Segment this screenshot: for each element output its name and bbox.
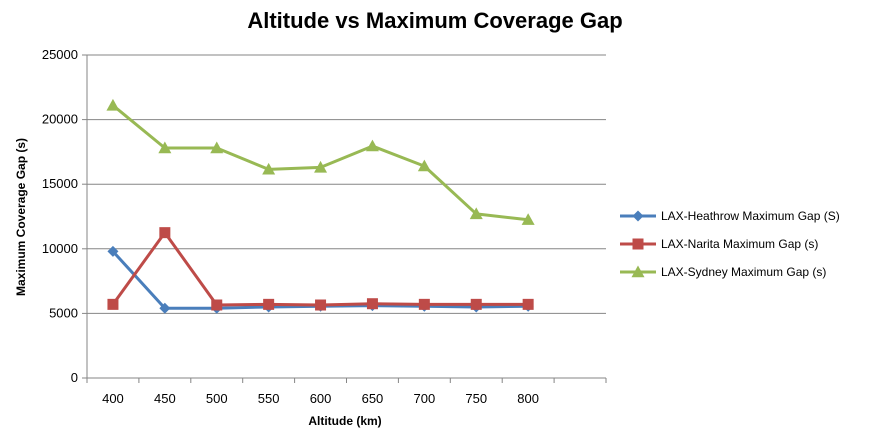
data-point xyxy=(522,298,534,310)
data-point xyxy=(107,298,119,310)
data-point xyxy=(315,299,327,311)
y-tick-label: 25000 xyxy=(42,47,78,62)
series-group xyxy=(106,98,535,314)
x-axis-ticks: 400 450 500 550 600 650 700 750 800 xyxy=(86,378,607,406)
legend: LAX-Heathrow Maximum Gap (S) LAX-Narita M… xyxy=(620,209,840,279)
series-3 xyxy=(106,98,535,225)
data-point xyxy=(521,213,535,225)
legend-item: LAX-Sydney Maximum Gap (s) xyxy=(620,265,826,279)
y-tick-label: 0 xyxy=(71,370,78,385)
legend-swatch-marker xyxy=(632,210,644,222)
x-tick-label: 500 xyxy=(206,391,228,406)
x-tick-label: 750 xyxy=(465,391,487,406)
data-point xyxy=(365,139,379,152)
x-tick-label: 800 xyxy=(517,391,539,406)
legend-label: LAX-Sydney Maximum Gap (s) xyxy=(661,265,826,279)
legend-swatch-marker xyxy=(631,265,645,278)
data-point xyxy=(158,141,172,154)
data-point xyxy=(314,160,328,173)
data-point xyxy=(366,298,378,310)
y-tick-label: 10000 xyxy=(42,241,78,256)
x-tick-label: 550 xyxy=(258,391,280,406)
chart-title: Altitude vs Maximum Coverage Gap xyxy=(247,8,622,33)
legend-swatch-marker xyxy=(632,238,644,250)
x-tick-label: 650 xyxy=(362,391,384,406)
y-axis-ticks: 0 5000 10000 15000 20000 25000 xyxy=(42,47,87,385)
x-tick-label: 600 xyxy=(310,391,332,406)
data-point xyxy=(210,141,224,154)
data-point xyxy=(470,298,482,310)
data-point xyxy=(211,299,223,311)
gridlines xyxy=(87,54,606,314)
legend-label: LAX-Heathrow Maximum Gap (S) xyxy=(661,209,840,223)
data-point xyxy=(262,162,276,175)
legend-item: LAX-Heathrow Maximum Gap (S) xyxy=(620,209,840,223)
x-axis-label: Altitude (km) xyxy=(308,414,381,428)
series-line xyxy=(111,231,529,307)
x-tick-label: 700 xyxy=(413,391,435,406)
x-tick-label: 400 xyxy=(102,391,124,406)
data-point xyxy=(106,98,120,111)
legend-label: LAX-Narita Maximum Gap (s) xyxy=(661,237,818,251)
data-point xyxy=(469,207,483,220)
y-tick-label: 20000 xyxy=(42,112,78,127)
x-tick-label: 450 xyxy=(154,391,176,406)
data-point xyxy=(159,302,171,314)
data-point xyxy=(263,298,275,310)
data-point xyxy=(417,159,431,172)
y-tick-label: 15000 xyxy=(42,176,78,191)
legend-item: LAX-Narita Maximum Gap (s) xyxy=(620,237,818,251)
series-2 xyxy=(107,227,534,311)
y-axis-label: Maximum Coverage Gap (s) xyxy=(14,138,28,296)
y-tick-label: 5000 xyxy=(49,305,78,320)
data-point xyxy=(159,227,171,239)
data-point xyxy=(107,245,119,257)
data-point xyxy=(418,298,430,310)
